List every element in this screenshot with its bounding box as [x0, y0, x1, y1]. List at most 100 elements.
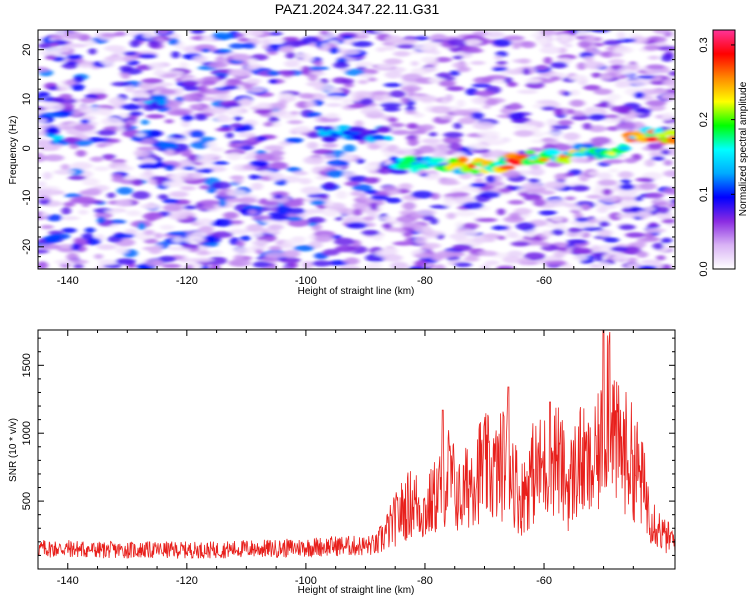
spectrogram-noise-cell: [199, 136, 216, 142]
spectrogram-noise-cell: [325, 103, 342, 107]
spectrogram-noise-cell: [456, 99, 466, 108]
spectrogram-noise-cell: [370, 194, 390, 201]
spectrogram-noise-cell: [557, 119, 574, 126]
spectrogram-noise-cell: [644, 159, 655, 167]
spectrogram-noise-cell: [214, 218, 234, 227]
spectrogram-noise-cell: [597, 179, 618, 186]
spectrogram-signal-cell: [470, 169, 481, 175]
spectrogram-noise-cell: [485, 31, 505, 38]
x-tick-label: -120: [176, 575, 198, 587]
spectrogram-noise-cell: [168, 37, 180, 46]
spectrogram-noise-cell: [623, 212, 640, 218]
spectrogram-noise-cell: [322, 249, 340, 256]
spectrogram-noise-cell: [598, 229, 612, 237]
spectrogram-noise-cell: [115, 258, 136, 265]
spectrogram-noise-cell: [647, 142, 664, 150]
spectrogram-noise-cell: [349, 175, 368, 183]
spectrogram-noise-cell: [656, 255, 666, 261]
spectrogram-noise-cell: [540, 106, 557, 111]
spectrogram-signal-cell: [384, 135, 393, 142]
spectrogram-noise-cell: [663, 170, 675, 178]
spectrogram-noise-cell: [578, 40, 591, 48]
spectrogram-noise-cell: [485, 98, 499, 106]
spectrogram-noise-cell: [252, 240, 269, 246]
spectrogram-noise-cell: [226, 189, 247, 197]
spectrogram-noise-cell: [652, 242, 664, 250]
spectrogram-noise-cell: [99, 108, 113, 117]
spectrogram-noise-cell: [372, 234, 383, 241]
spectrogram-noise-cell: [529, 163, 541, 170]
spectrogram-noise-cell: [230, 220, 244, 225]
spectrogram-noise-cell: [429, 204, 450, 209]
spectrogram-noise-cell: [572, 254, 589, 261]
spectrogram-noise-cell: [583, 84, 601, 91]
spectrogram-noise-cell: [63, 30, 82, 40]
spectrogram-noise-cell: [526, 195, 542, 201]
spectrogram-signal-cell: [348, 126, 365, 132]
spectrogram-noise-cell: [357, 79, 369, 85]
spectrogram-noise-cell: [287, 120, 303, 125]
spectrogram-noise-cell: [542, 131, 563, 136]
spectrogram-noise-cell: [157, 194, 169, 200]
spectrogram-noise-cell: [454, 210, 476, 217]
spectrogram-noise-cell: [661, 237, 673, 244]
spectrogram-noise-cell: [352, 184, 373, 192]
spectrogram-noise-cell: [645, 88, 668, 95]
spectrogram-noise-cell: [506, 231, 518, 238]
spectrogram-noise-cell: [508, 112, 525, 120]
spectrogram-noise-cell: [471, 97, 490, 103]
spectrogram-noise-cell: [68, 175, 87, 180]
spectrogram-noise-cell: [74, 196, 96, 203]
spectrogram-noise-cell: [80, 119, 90, 124]
spectrogram-noise-cell: [210, 106, 227, 115]
spectrogram-noise-cell: [155, 176, 165, 185]
spectrogram-noise-cell: [472, 121, 495, 130]
spectrogram-signal-cell: [666, 136, 675, 144]
spectrogram-noise-cell: [542, 230, 554, 237]
spectrogram-noise-cell: [38, 42, 53, 49]
spectrogram-noise-cell: [108, 97, 126, 106]
spectrogram-noise-cell: [168, 211, 189, 220]
spectrogram-noise-cell: [221, 85, 240, 90]
spectrogram-noise-cell: [38, 195, 51, 200]
spectrogram-noise-cell: [100, 59, 111, 65]
spectrogram-noise-cell: [249, 160, 269, 167]
spectrogram-noise-cell: [474, 90, 495, 97]
spectrogram-noise-cell: [191, 257, 214, 263]
spectrogram-noise-cell: [469, 182, 487, 188]
spectrogram-noise-cell: [246, 224, 264, 233]
spectrogram-noise-cell: [101, 117, 122, 126]
spectrogram-noise-cell: [75, 149, 87, 157]
spectrogram-noise-cell: [512, 43, 521, 50]
spectrogram-noise-cell: [487, 156, 498, 161]
spectrogram-noise-cell: [199, 185, 209, 190]
spectrogram-signal-cell: [322, 135, 337, 143]
spectrogram-noise-cell: [167, 231, 189, 236]
spectrogram-noise-cell: [620, 179, 631, 184]
spectrogram-noise-cell: [164, 119, 174, 124]
spectrogram-noise-cell: [114, 31, 127, 37]
spectrogram-noise-cell: [365, 222, 376, 228]
spectrogram-noise-cell: [306, 112, 322, 118]
spectrogram-noise-cell: [248, 209, 257, 215]
spectrogram-noise-cell: [268, 245, 282, 251]
spectrogram-noise-cell: [600, 51, 615, 58]
x-tick-label: -80: [417, 575, 433, 587]
spectrogram-noise-cell: [226, 152, 242, 161]
colorbar: 0.0 0.1 0.2 0.3 Normalized spectral amplitu…: [698, 29, 749, 277]
spectrogram-noise-cell: [192, 155, 214, 163]
spectrogram-noise-cell: [199, 199, 220, 206]
spectrogram-noise-cell: [141, 78, 164, 84]
spectrogram-noise-cell: [225, 132, 234, 139]
spectrogram-noise-cell: [363, 177, 380, 184]
spectrogram-noise-cell: [598, 221, 610, 227]
spectrogram-noise-cell: [661, 218, 675, 224]
spectrogram-noise-cell: [225, 80, 238, 88]
spectrogram-noise-cell: [383, 82, 403, 88]
spectrogram-noise-cell: [40, 212, 50, 218]
spectrogram-noise-cell: [419, 124, 435, 131]
spectrogram-noise-cell: [181, 80, 199, 87]
spectrogram-noise-cell: [154, 232, 163, 239]
spectrogram-noise-cell: [510, 241, 530, 247]
spectrogram-noise-cell: [209, 264, 221, 269]
